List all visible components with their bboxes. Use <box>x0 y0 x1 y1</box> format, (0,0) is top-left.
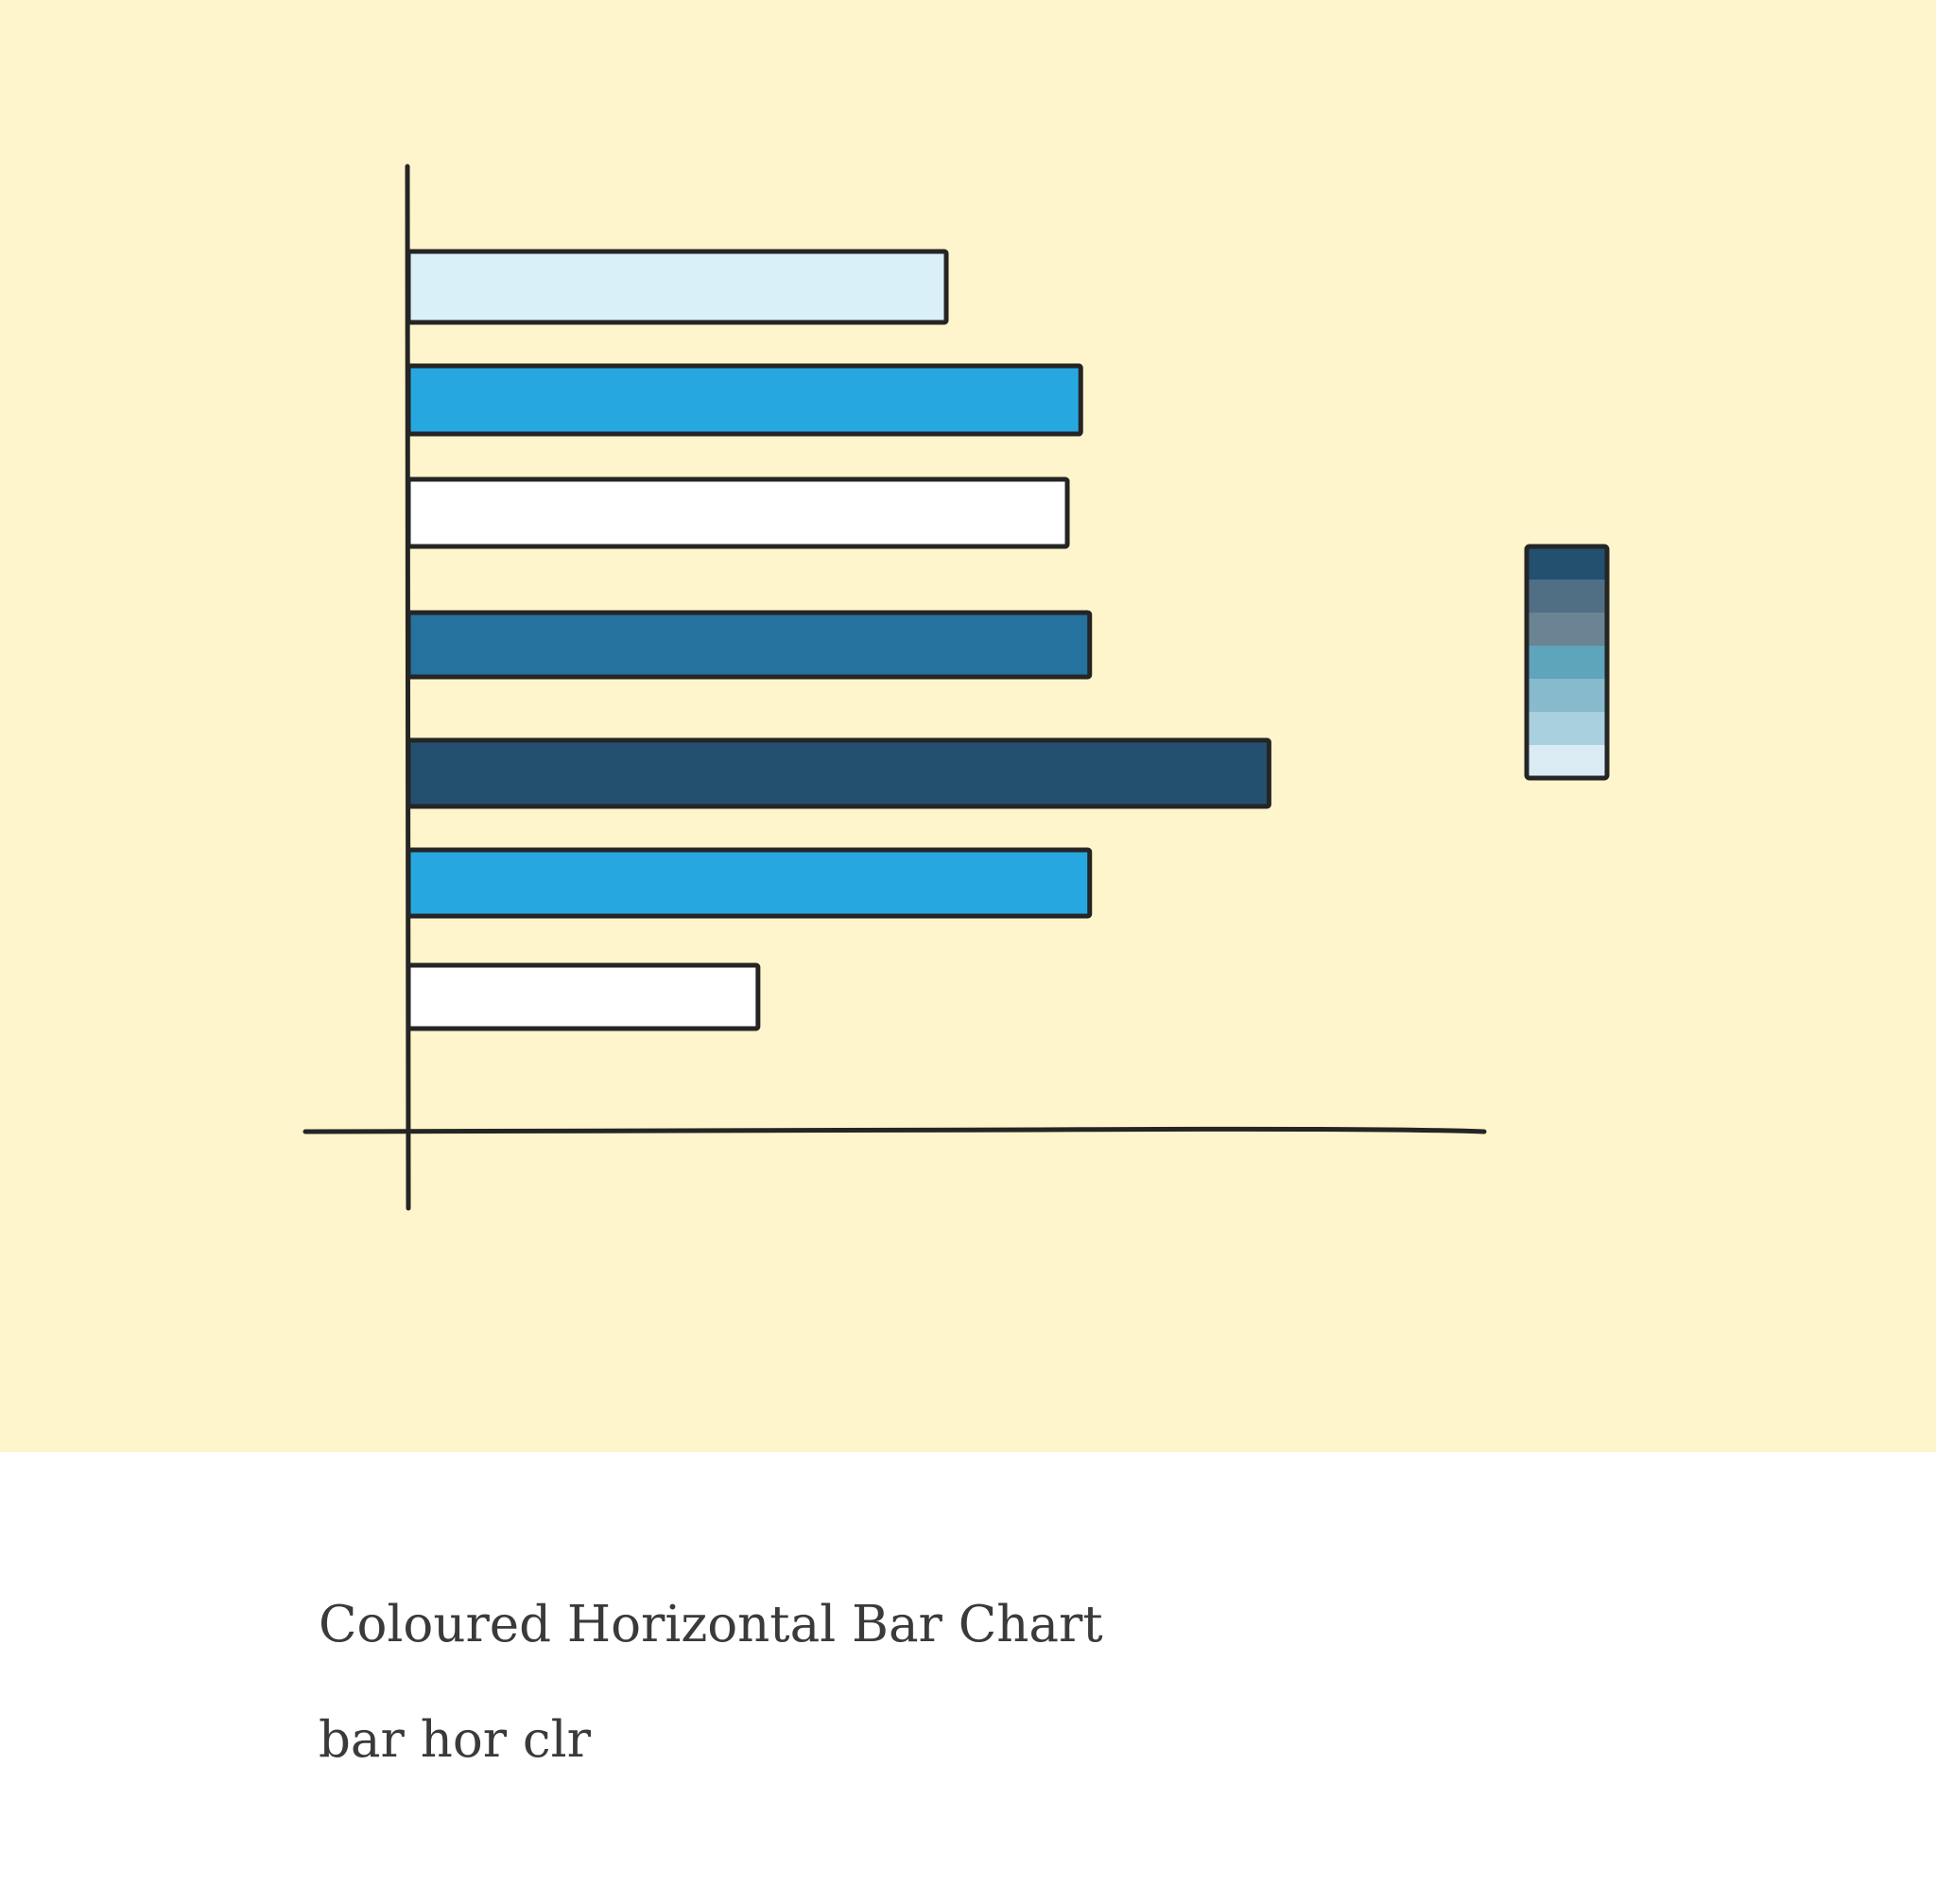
caption-title: Coloured Horizontal Bar Chart <box>319 1596 1103 1653</box>
colorbar-segment-2 <box>1527 580 1607 614</box>
colorbar-frame <box>1524 544 1610 781</box>
bar-7 <box>406 962 761 1031</box>
colorbar-segment-3 <box>1527 613 1607 647</box>
colorbar-segment-4 <box>1527 646 1607 680</box>
caption-tags: bar hor clr <box>319 1711 591 1769</box>
colorbar-segment-7 <box>1527 745 1607 779</box>
colorbar-segment-6 <box>1527 712 1607 746</box>
bar-3 <box>406 476 1070 549</box>
bar-4 <box>406 610 1093 680</box>
chart-panel <box>0 0 1936 1452</box>
bar-1 <box>406 249 949 325</box>
colorbar-segment-5 <box>1527 679 1607 713</box>
colorbar <box>1524 544 1610 781</box>
bar-2 <box>406 363 1083 437</box>
colorbar-segment-1 <box>1527 546 1607 580</box>
bar-chart <box>302 164 1610 1211</box>
bar-6 <box>406 847 1093 919</box>
y-axis <box>405 164 411 1211</box>
bar-5 <box>406 737 1271 809</box>
x-axis <box>302 1126 1487 1134</box>
